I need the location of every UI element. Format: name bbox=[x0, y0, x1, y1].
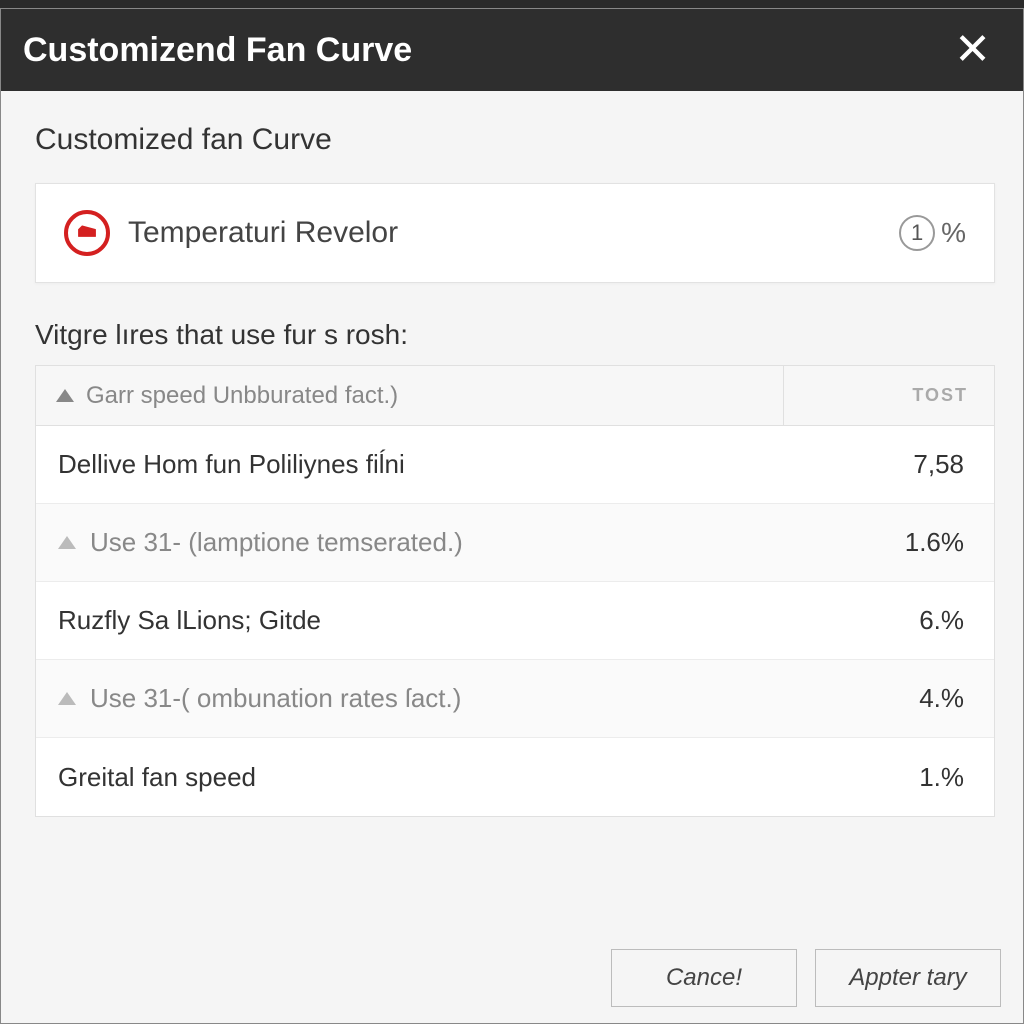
row-label-cell: Dellive Hom fun Poliliynes fiĺni bbox=[36, 426, 784, 503]
close-icon[interactable]: ✕ bbox=[946, 24, 999, 76]
sensor-unit: % bbox=[941, 217, 966, 249]
row-label-cell: Use 31-( ombunation rates ſact.) bbox=[36, 660, 784, 737]
sort-ascending-icon bbox=[56, 389, 74, 402]
table-row[interactable]: Ruzfly Sa lLions; Gitde 6.% bbox=[36, 582, 994, 660]
row-value: 6.% bbox=[784, 582, 994, 659]
fan-table: Garr speed Unbburated fact.) TOST Delliv… bbox=[35, 365, 995, 817]
row-label-cell: Use 31- (lamptione temserated.) bbox=[36, 504, 784, 581]
table-caption: Vitgre lıres that use fur s rosh: bbox=[35, 319, 995, 351]
page-subtitle: Customized fan Curve bbox=[35, 123, 995, 157]
row-label-cell: Greital fan speed bbox=[36, 738, 784, 816]
row-label: Ruzfly Sa lLions; Gitde bbox=[58, 605, 321, 636]
thermometer-icon bbox=[64, 210, 110, 256]
column-header-name[interactable]: Garr speed Unbburated fact.) bbox=[36, 366, 784, 425]
cancel-button[interactable]: Cance! bbox=[611, 949, 797, 1007]
triangle-icon bbox=[58, 692, 76, 705]
table-row[interactable]: Dellive Hom fun Poliliynes fiĺni 7,58 bbox=[36, 426, 994, 504]
apply-button[interactable]: Appter tary bbox=[815, 949, 1001, 1007]
table-header: Garr speed Unbburated fact.) TOST bbox=[36, 366, 994, 426]
column-header-value[interactable]: TOST bbox=[784, 366, 994, 425]
sensor-left: Temperaturi Revelor bbox=[64, 210, 398, 256]
row-label: Use 31- (lamptione temserated.) bbox=[90, 527, 463, 558]
row-value: 7,58 bbox=[784, 426, 994, 503]
row-value: 1.6% bbox=[784, 504, 994, 581]
table-row[interactable]: Use 31-( ombunation rates ſact.) 4.% bbox=[36, 660, 994, 738]
titlebar: Customizend Fan Curve ✕ bbox=[1, 9, 1023, 91]
sensor-value: 1 % bbox=[899, 215, 966, 251]
sensor-label: Temperaturi Revelor bbox=[128, 216, 398, 250]
row-label-cell: Ruzfly Sa lLions; Gitde bbox=[36, 582, 784, 659]
row-label: Greital fan speed bbox=[58, 762, 256, 793]
sensor-value-badge: 1 bbox=[899, 215, 935, 251]
dialog-body: Customized fan Curve Temperaturi Revelor… bbox=[1, 91, 1023, 837]
row-label: Use 31-( ombunation rates ſact.) bbox=[90, 683, 461, 714]
triangle-icon bbox=[58, 536, 76, 549]
column-header-name-label: Garr speed Unbburated fact.) bbox=[86, 382, 398, 410]
table-row[interactable]: Use 31- (lamptione temserated.) 1.6% bbox=[36, 504, 994, 582]
table-row[interactable]: Greital fan speed 1.% bbox=[36, 738, 994, 816]
window-title: Customizend Fan Curve bbox=[23, 31, 412, 70]
row-value: 1.% bbox=[784, 738, 994, 816]
sensor-card[interactable]: Temperaturi Revelor 1 % bbox=[35, 183, 995, 283]
column-header-value-label: TOST bbox=[912, 385, 968, 406]
row-value: 4.% bbox=[784, 660, 994, 737]
row-label: Dellive Hom fun Poliliynes fiĺni bbox=[58, 449, 405, 480]
dialog-window: Customizend Fan Curve ✕ Customized fan C… bbox=[0, 8, 1024, 1024]
dialog-footer: Cance! Appter tary bbox=[611, 949, 1001, 1007]
